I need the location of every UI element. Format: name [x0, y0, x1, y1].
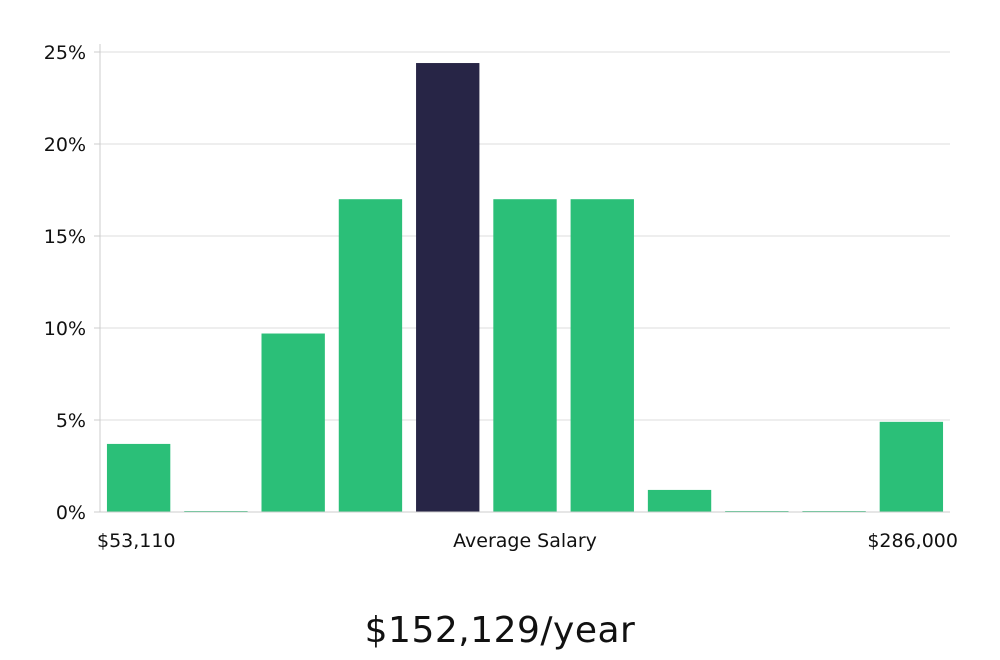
axes — [94, 44, 950, 513]
bar — [261, 333, 325, 512]
y-tick-label: 20% — [44, 134, 86, 156]
salary-distribution-chart: 0% 5% 10% 15% 20% 25% $53,110 Average Salary … — [44, 42, 958, 552]
chart-svg: 0%5%10%15%20%25% $53,110 Average Salary … — [44, 42, 958, 552]
bar — [879, 421, 944, 512]
bar — [106, 443, 171, 512]
bar — [647, 489, 712, 512]
x-center-label: Average Salary — [453, 530, 597, 552]
y-tick-label: 10% — [44, 318, 86, 340]
y-tick-label: 15% — [44, 226, 86, 248]
bar — [493, 199, 557, 512]
y-axis-ticks: 0% 5% 10% 15% 20% 25% — [44, 42, 100, 524]
y-tick-label: 5% — [56, 410, 86, 432]
bar — [338, 199, 403, 512]
average-salary-value: $152,129/year — [364, 610, 636, 651]
bar — [570, 199, 634, 512]
bar-average-salary — [416, 63, 480, 512]
y-tick-label: 0% — [56, 502, 86, 524]
y-tick-label: 25% — [44, 42, 86, 64]
x-max-label: $286,000 — [867, 530, 958, 552]
x-min-label: $53,110 — [97, 530, 176, 552]
bars — [106, 63, 944, 512]
